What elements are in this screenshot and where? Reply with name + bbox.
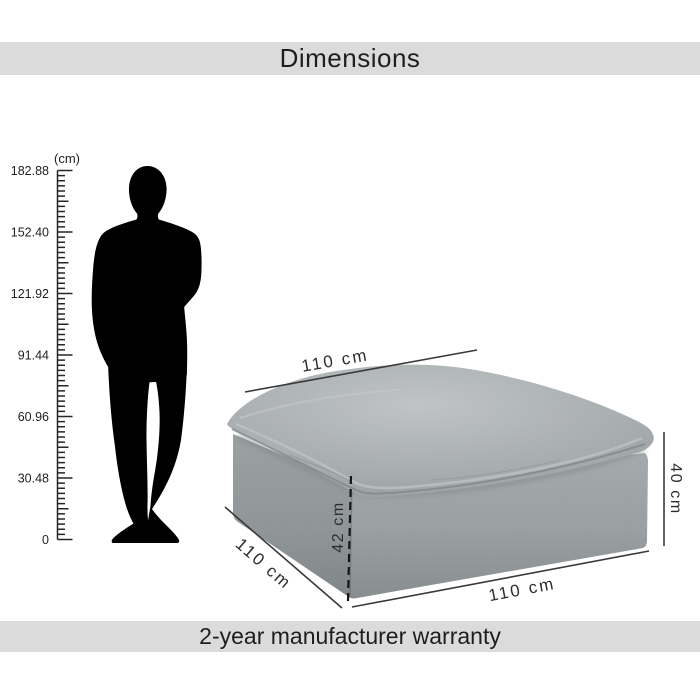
dim-line-bottom-width: [351, 550, 650, 608]
ruler-tick-label: 152.40: [11, 225, 49, 239]
ruler-tick-label: 121.92: [11, 287, 49, 301]
dim-line-front-height-dashed: [346, 475, 353, 602]
ottoman-base-corner-crease: [349, 486, 353, 598]
dim-label-bottom-width: 110 cm: [487, 574, 557, 605]
dim-line-top: [244, 349, 478, 393]
ruler-unit-label: (cm): [54, 151, 80, 166]
ruler-tick-label: 182.88: [11, 164, 49, 178]
cushion-top-fold-highlight: [239, 389, 401, 419]
ottoman-illustration: [227, 364, 654, 599]
ruler-ticks: [56, 169, 73, 541]
dim-label-right-height: 40 cm: [667, 463, 684, 515]
ruler-tick-label: 30.48: [18, 471, 49, 485]
ruler-labels: 182.88 152.40 121.92 91.44 60.96 30.48 0: [11, 164, 49, 547]
man-right-leg: [146, 364, 187, 543]
cushion-wrinkle-2: [429, 459, 561, 481]
man-left-leg: [108, 362, 151, 543]
cushion-piping-highlight: [235, 422, 643, 490]
ruler-tick-label: 91.44: [18, 348, 49, 362]
dim-line-side-depth: [224, 506, 343, 609]
height-ruler: (cm) 182.88 152.40 121.92 91.44 60.96 30.48 0: [11, 151, 80, 547]
header-band: Dimensions: [0, 42, 700, 75]
ruler-tick-label: 60.96: [18, 410, 49, 424]
page-title: Dimensions: [279, 43, 421, 73]
man-silhouette: [91, 166, 202, 543]
dim-label-front-height: 42 cm: [330, 501, 347, 553]
ruler-tick-label: 0: [42, 533, 49, 547]
man-torso-head: [91, 166, 202, 383]
warranty-note: 2-year manufacturer warranty: [199, 623, 501, 649]
cushion-seam: [231, 428, 646, 495]
footer-band: 2-year manufacturer warranty: [0, 621, 700, 652]
cushion-wrinkle-1: [289, 454, 353, 483]
